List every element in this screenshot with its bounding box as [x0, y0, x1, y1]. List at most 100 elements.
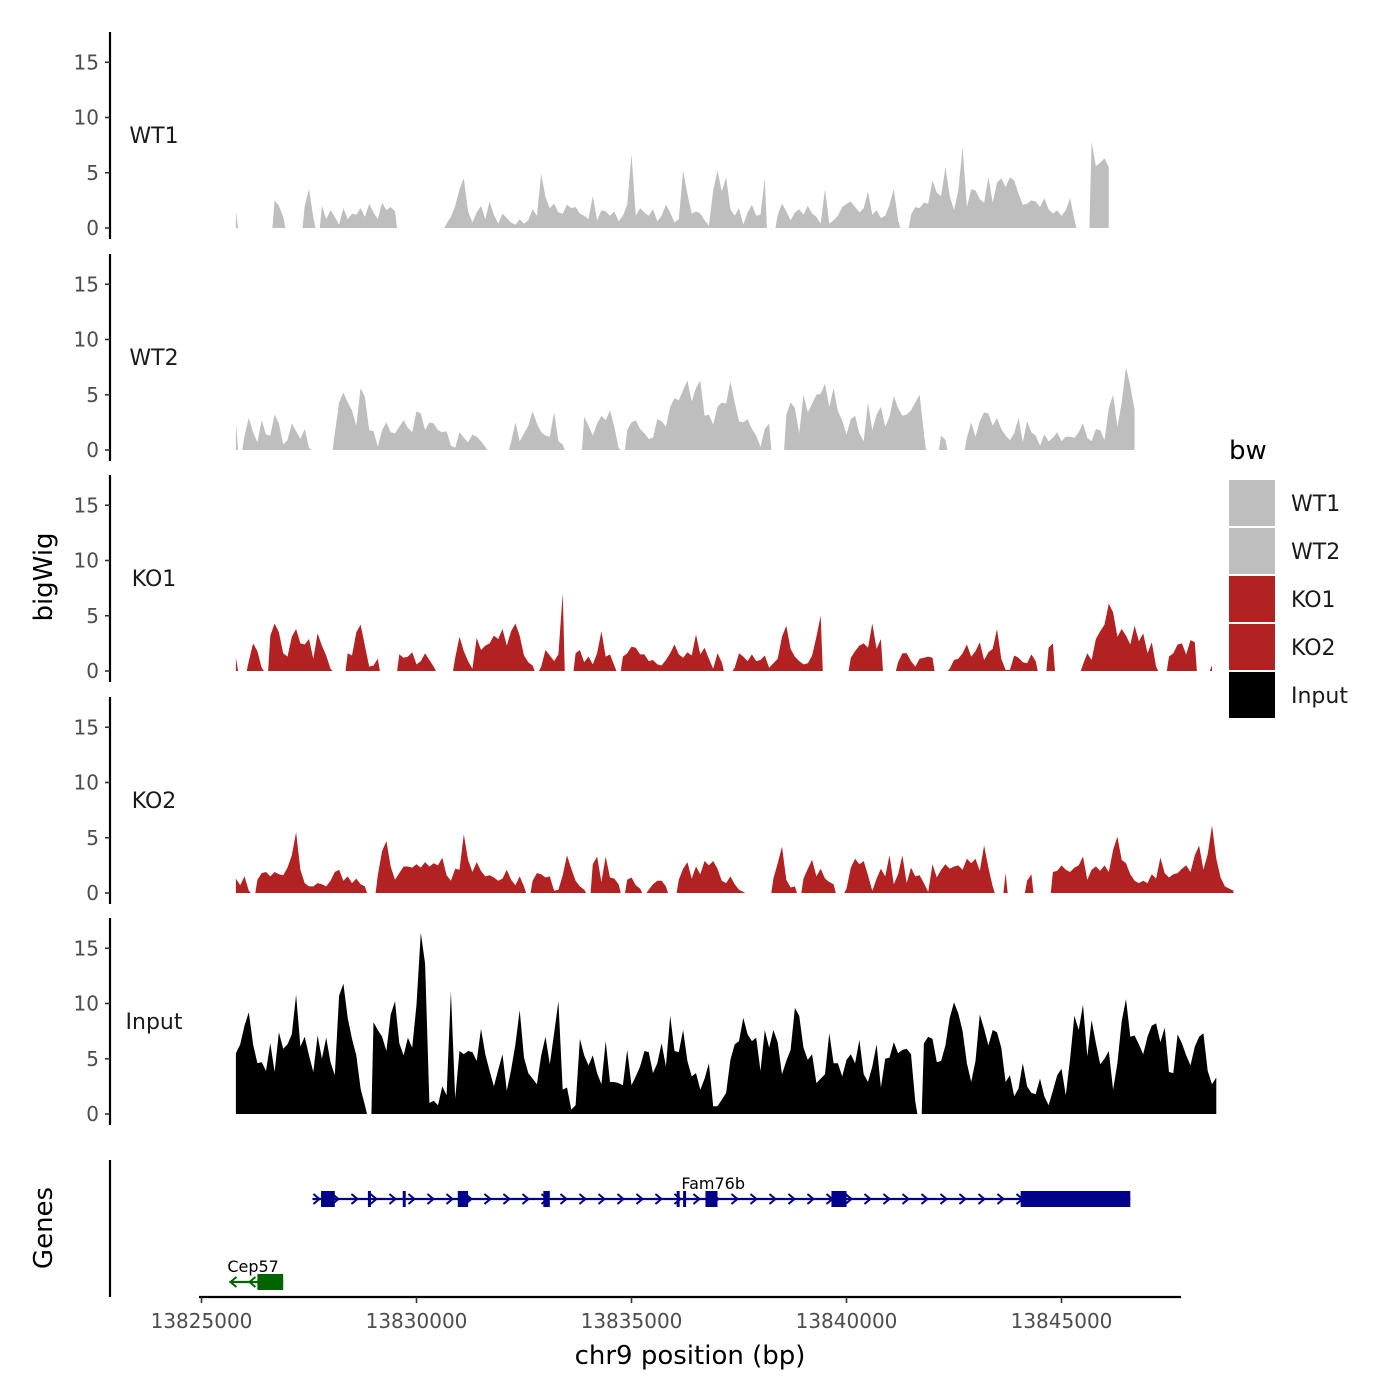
area-segment: [625, 877, 643, 893]
area-segment: [272, 200, 286, 228]
bigwig-tracks: 0 5 10 15 WT1 0 5 10 15 WT2 0 5 10 15 KO1 0 5 10 15 KO2 0 5 10…: [74, 32, 1234, 1126]
strand-chevron: [312, 1193, 322, 1205]
legend-label: WT1: [1291, 492, 1340, 517]
x-tick-label: 13835000: [581, 1309, 683, 1333]
strand-chevron: [882, 1193, 892, 1205]
area-segment: [964, 367, 1135, 450]
exon-block: [831, 1191, 847, 1207]
strand-chevron: [749, 1193, 759, 1205]
strand-chevron: [977, 1193, 987, 1205]
area-segment: [921, 999, 1217, 1114]
area-segment: [530, 855, 587, 893]
area-segment: [784, 383, 926, 450]
track-wt1: 0 5 10 15 WT1: [74, 32, 1109, 240]
area-segment: [775, 189, 901, 228]
area-segment: [646, 880, 668, 893]
gene-label: Fam76b: [681, 1174, 745, 1193]
y-tick-label: 0: [86, 881, 99, 905]
area-segment: [246, 643, 264, 671]
track-wt2: 0 5 10 15 WT2: [74, 254, 1135, 462]
exon-block: [402, 1191, 406, 1207]
y-tick-label: 0: [86, 216, 99, 240]
x-tick-label: 13830000: [366, 1309, 468, 1333]
track-ko2: 0 5 10 15 KO2: [74, 697, 1234, 905]
strand-chevron: [445, 1193, 455, 1205]
y-tick-label: 15: [74, 272, 99, 296]
area-segment: [573, 631, 617, 671]
strand-chevron: [920, 1193, 930, 1205]
area-segment: [908, 147, 1077, 228]
strand-chevron: [247, 1276, 257, 1288]
area-segment: [1089, 141, 1109, 228]
y-tick-label: 10: [74, 992, 99, 1016]
area-segment: [235, 211, 239, 228]
area-segment: [255, 832, 367, 893]
exon-block: [321, 1191, 335, 1207]
area-segment: [1166, 640, 1197, 671]
strand-chevron: [350, 1193, 360, 1205]
track-label: Input: [126, 1010, 183, 1035]
exon-block: [1020, 1191, 1131, 1207]
strand-chevron: [806, 1193, 816, 1205]
strand-chevron: [616, 1193, 626, 1205]
gene-fam76b: Fam76b: [312, 1174, 1131, 1207]
strand-chevron: [228, 1276, 238, 1288]
track-label: KO2: [132, 789, 177, 814]
legend-label: Input: [1291, 684, 1348, 709]
area-segment: [345, 624, 380, 671]
genes-panel: Fam76b Cep57: [108, 1160, 1131, 1297]
strand-chevron: [844, 1193, 854, 1205]
track-label: WT2: [129, 346, 178, 371]
y-tick-label: 10: [74, 549, 99, 573]
strand-chevron: [559, 1193, 569, 1205]
area-segment: [444, 154, 767, 228]
track-label: WT1: [129, 124, 178, 149]
strand-chevron: [692, 1193, 702, 1205]
area-segment: [397, 652, 436, 671]
y-tick-label: 10: [74, 328, 99, 352]
area-segment: [848, 623, 883, 671]
area-segment: [539, 593, 565, 671]
y-axis-title: bigWig: [29, 532, 59, 621]
area-segment: [771, 846, 797, 893]
track-ko1: 0 5 10 15 KO1: [74, 475, 1212, 683]
area-segment: [732, 615, 823, 671]
legend-key: [1229, 576, 1275, 622]
legend-title: bw: [1229, 436, 1267, 466]
area-segment: [1080, 603, 1159, 671]
area-segment: [332, 388, 488, 450]
y-tick-label: 5: [86, 604, 99, 628]
legend-key: [1229, 672, 1275, 718]
strand-chevron: [787, 1193, 797, 1205]
area-segment: [235, 657, 239, 671]
strand-chevron: [578, 1193, 588, 1205]
area-segment: [319, 202, 398, 228]
genes-axis-title: Genes: [29, 1187, 59, 1269]
y-tick-label: 5: [86, 1047, 99, 1071]
area-segment: [844, 845, 995, 893]
y-tick-label: 15: [74, 936, 99, 960]
track-input: 0 5 10 15 Input: [74, 918, 1217, 1126]
exon-block: [676, 1191, 680, 1207]
strand-chevron: [483, 1193, 493, 1205]
area-segment: [235, 983, 367, 1114]
track-label: KO1: [132, 567, 177, 592]
strand-chevron: [388, 1193, 398, 1205]
strand-chevron: [863, 1193, 873, 1205]
y-tick-label: 10: [74, 106, 99, 130]
legend-key: [1229, 624, 1275, 670]
x-axis: 13825000 13830000 13835000 13840000 13845000: [151, 1295, 1181, 1333]
area-segment: [620, 634, 724, 671]
strand-chevron: [730, 1193, 740, 1205]
y-tick-label: 10: [74, 771, 99, 795]
area-segment: [453, 623, 535, 671]
exon-block: [257, 1274, 284, 1290]
x-tick-label: 13840000: [796, 1309, 898, 1333]
area-segment: [242, 414, 312, 450]
area-segment: [676, 861, 746, 893]
legend-key: [1229, 528, 1275, 574]
area-segment: [1209, 665, 1212, 671]
exon-block: [705, 1191, 718, 1207]
area-segment: [625, 380, 772, 450]
